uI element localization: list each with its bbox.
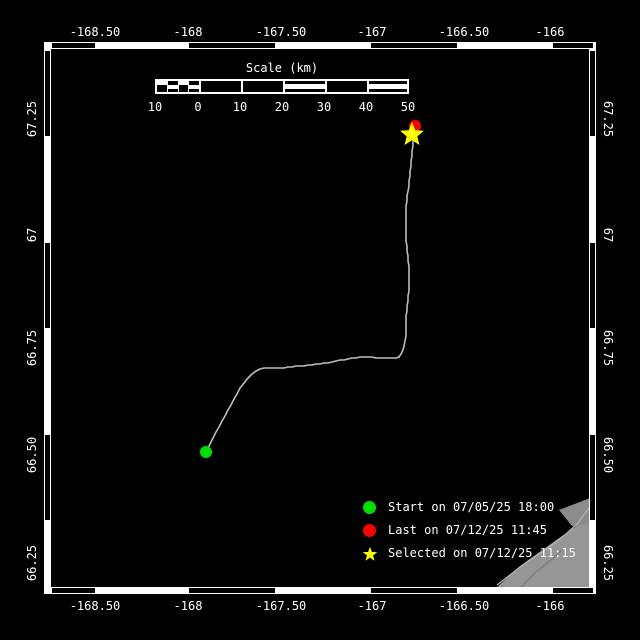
selected-marker-icon bbox=[362, 546, 378, 562]
tick-label-left-1: 67.25 bbox=[25, 100, 39, 138]
scale-tick-label-1: 10 bbox=[147, 100, 163, 114]
scale-div bbox=[325, 81, 327, 92]
scale-tick-label-7: 50 bbox=[400, 100, 416, 114]
tick-label-left-5: 66.25 bbox=[25, 544, 39, 582]
tick-label-bottom-5: -166.50 bbox=[438, 599, 490, 613]
tick-label-top-5: -166.50 bbox=[438, 25, 490, 39]
scale-div bbox=[199, 81, 201, 92]
tick-label-left-3: 66.75 bbox=[25, 329, 39, 367]
scale-seg bbox=[157, 81, 167, 85]
legend-item-last[interactable]: Last on 07/12/25 11:45 bbox=[362, 519, 592, 542]
scale-seg bbox=[188, 85, 199, 89]
tick-label-top-4: -167 bbox=[357, 25, 387, 39]
scale-seg bbox=[283, 84, 325, 89]
scale-div bbox=[283, 81, 285, 92]
legend-item-start[interactable]: Start on 07/05/25 18:00 bbox=[362, 496, 592, 519]
legend-item-selected[interactable]: Selected on 07/12/25 11:15 bbox=[362, 542, 592, 565]
tick-label-bottom-2: -168 bbox=[173, 599, 203, 613]
scale-tick-label-5: 30 bbox=[316, 100, 332, 114]
scale-tick-label-2: 0 bbox=[194, 100, 202, 114]
legend-label-last: Last on 07/12/25 11:45 bbox=[388, 523, 547, 537]
scale-div bbox=[241, 81, 243, 92]
scale-tick-label-6: 40 bbox=[358, 100, 374, 114]
tick-label-left-4: 66.50 bbox=[25, 436, 39, 474]
tick-label-bottom-6: -166 bbox=[535, 599, 565, 613]
scale-div bbox=[167, 81, 168, 92]
tick-label-bottom-4: -167 bbox=[357, 599, 387, 613]
scale-bar: Scale (km) 10 0 10 20 30 40 50 bbox=[148, 61, 415, 118]
legend-label-start: Start on 07/05/25 18:00 bbox=[388, 500, 555, 514]
start-marker-icon bbox=[362, 500, 378, 516]
scale-bar-box bbox=[155, 79, 409, 94]
legend-label-selected: Selected on 07/12/25 11:15 bbox=[388, 546, 576, 560]
tick-label-right-3: 66.75 bbox=[601, 329, 615, 367]
scale-seg bbox=[367, 84, 409, 89]
tick-label-right-2: 67 bbox=[601, 227, 615, 243]
scale-bar-title: Scale (km) bbox=[245, 61, 319, 75]
tick-label-right-1: 67.25 bbox=[601, 100, 615, 138]
tick-label-right-5: 66.25 bbox=[601, 544, 615, 582]
tick-label-top-1: -168.50 bbox=[69, 25, 121, 39]
scale-div bbox=[188, 81, 189, 92]
scale-tick-label-4: 20 bbox=[274, 100, 290, 114]
tick-label-top-6: -166 bbox=[535, 25, 565, 39]
tick-label-bottom-3: -167.50 bbox=[255, 599, 307, 613]
tick-label-bottom-1: -168.50 bbox=[69, 599, 121, 613]
tick-label-left-2: 67 bbox=[25, 227, 39, 243]
scale-div bbox=[178, 81, 179, 92]
scale-seg bbox=[178, 81, 188, 85]
tick-label-top-3: -167.50 bbox=[255, 25, 307, 39]
tick-label-top-2: -168 bbox=[173, 25, 203, 39]
map-legend: Start on 07/05/25 18:00 Last on 07/12/25… bbox=[362, 496, 592, 565]
scale-seg bbox=[167, 85, 178, 89]
tick-label-right-4: 66.50 bbox=[601, 436, 615, 474]
scale-div bbox=[367, 81, 369, 92]
last-marker-icon bbox=[362, 523, 378, 539]
scale-tick-label-3: 10 bbox=[232, 100, 248, 114]
